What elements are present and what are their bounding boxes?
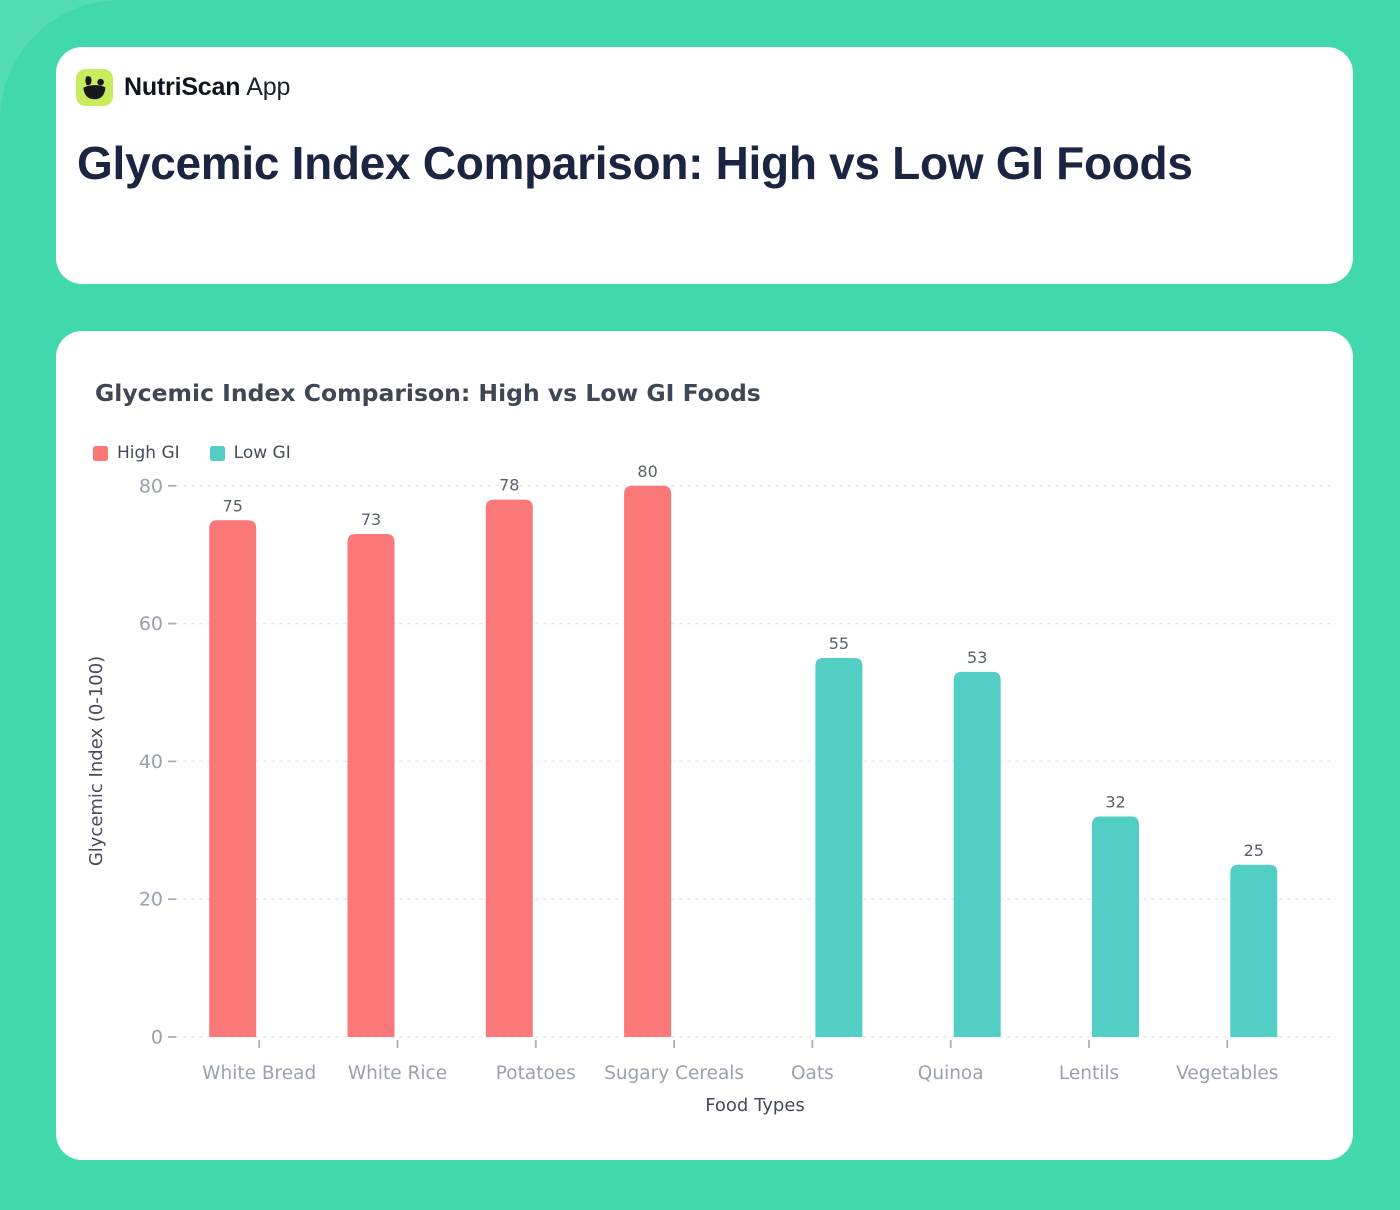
x-tick-label-lentils: Lentils <box>1059 1063 1119 1084</box>
bar-value-label: 80 <box>637 462 657 481</box>
bar-chart: 0 20 40 60 80 White Bread White Rice Potatoes Su… <box>86 462 1336 1116</box>
y-tick-label: 60 <box>139 613 163 635</box>
bar-white-bread-high-gi <box>209 520 257 1037</box>
legend-label: Low GI <box>233 443 291 463</box>
page-title: Glycemic Index Comparison: High vs Low G… <box>77 137 1193 189</box>
bar-white-rice-high-gi <box>347 534 395 1037</box>
bar-value-label: 32 <box>1105 793 1125 812</box>
legend-item-low-gi[interactable]: Low GI <box>209 443 291 463</box>
bar-value-label: 75 <box>223 496 243 515</box>
bar-value-label: 73 <box>361 510 381 529</box>
legend-label: High GI <box>117 443 180 463</box>
bar-value-label: 78 <box>499 476 519 495</box>
legend-swatch-low-gi <box>209 445 225 461</box>
brand-suffix: App <box>246 73 291 101</box>
x-tick-label-vegetables: Vegetables <box>1176 1063 1278 1084</box>
y-tick-label: 80 <box>139 475 163 497</box>
x-tick-label-oats: Oats <box>791 1063 834 1084</box>
x-axis-title: Food Types <box>705 1095 805 1116</box>
brand-row: NutriScan App <box>76 69 290 106</box>
nutriscan-logo-icon <box>76 69 113 106</box>
chart-legend: High GI Low GI <box>93 443 291 463</box>
x-tick-label-potatoes: Potatoes <box>496 1063 576 1084</box>
brand-name: NutriScan <box>124 73 241 101</box>
x-tick-label-quinoa: Quinoa <box>918 1063 984 1084</box>
x-tick-label-sugary-cereals: Sugary Cereals <box>604 1063 744 1084</box>
bar-lentils-low-gi <box>1092 816 1139 1037</box>
x-tick-label-white-rice: White Rice <box>348 1063 447 1084</box>
bar-oats-low-gi <box>815 658 863 1037</box>
bar-value-label: 25 <box>1244 841 1264 860</box>
bar-potatoes-high-gi <box>485 499 533 1037</box>
y-axis-title: Glycemic Index (0-100) <box>86 656 107 866</box>
x-tick-label-white-bread: White Bread <box>202 1063 316 1084</box>
bar-value-label: 53 <box>967 648 987 667</box>
bar-quinoa-low-gi <box>953 671 1001 1037</box>
bar-vegetables-low-gi <box>1230 864 1278 1037</box>
y-tick-label: 20 <box>139 889 163 911</box>
legend-swatch-high-gi <box>93 445 108 461</box>
y-tick-label: 40 <box>139 751 163 773</box>
chart-card: Glycemic Index Comparison: High vs Low G… <box>56 331 1353 1160</box>
y-tick-label: 0 <box>151 1027 163 1049</box>
chart-title: Glycemic Index Comparison: High vs Low G… <box>95 379 761 407</box>
bar-value-label: 55 <box>829 634 849 653</box>
legend-item-high-gi[interactable]: High GI <box>93 443 180 463</box>
bar-sugary-cereals-high-gi <box>624 485 672 1037</box>
header-card: NutriScan App Glycemic Index Comparison: … <box>56 47 1353 284</box>
brand-text: NutriScan App <box>124 73 290 102</box>
